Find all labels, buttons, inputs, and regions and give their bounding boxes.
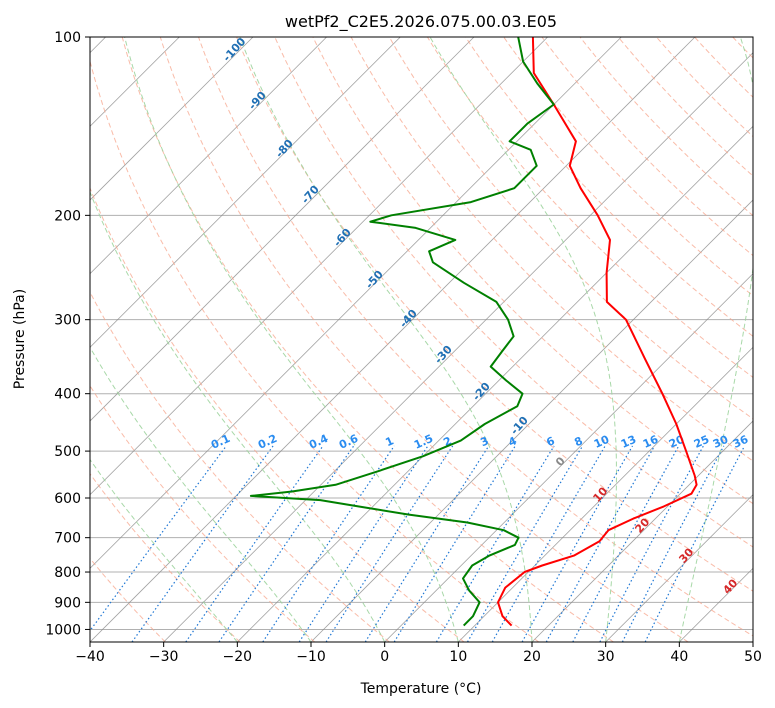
isotherm-line [90, 37, 254, 201]
mixing-ratio-lines [90, 445, 746, 642]
mixing-ratio-line [521, 445, 634, 642]
moist-adiabat-line [239, 37, 533, 642]
mixing-ratio-line [298, 445, 429, 642]
isotherm-line [384, 273, 753, 642]
x-tick-label: 40 [670, 649, 688, 665]
dry-adiabat-line [90, 384, 316, 642]
isotherm-line [605, 494, 753, 642]
mixing-ratio-line [435, 445, 555, 642]
x-tick-label: −10 [296, 649, 326, 665]
dry-adiabat-line [236, 37, 753, 592]
dry-adiabat-line [159, 37, 689, 642]
y-tick-label: 300 [54, 313, 81, 329]
x-axis-ticks: −40 −30 −20 −10 0 10 20 30 40 50 [75, 642, 762, 665]
dry-adiabat-line [90, 186, 465, 642]
moist-adiabat-line [90, 190, 386, 642]
x-tick-label: 30 [597, 649, 615, 665]
mixing-ratio-line [393, 445, 516, 642]
y-axis-label: Pressure (hPa) [12, 289, 28, 389]
x-tick-label: 50 [744, 649, 762, 665]
x-tick-label: −30 [149, 649, 179, 665]
x-tick-label: −20 [223, 649, 253, 665]
y-tick-label: 400 [54, 387, 81, 403]
y-tick-label: 500 [54, 444, 81, 460]
isotherm-line [458, 346, 753, 642]
mixing-ratio-label: 25 [692, 433, 711, 451]
dry-adiabat-line [312, 37, 753, 505]
isotherm-line [90, 37, 696, 642]
moist-adiabat-line [90, 346, 312, 642]
isotherm-line [310, 199, 753, 642]
x-tick-label: 0 [380, 649, 389, 665]
pressure-grid [90, 37, 753, 630]
mixing-ratio-line [644, 445, 746, 642]
dry-adiabats [90, 37, 753, 642]
y-tick-label: 1000 [45, 622, 81, 638]
mixing-ratio-line [364, 445, 490, 642]
y-tick-label: 800 [54, 565, 81, 581]
x-tick-label: −40 [75, 649, 105, 665]
plot-frame [89, 36, 754, 643]
mixing-ratio-line [218, 445, 355, 642]
dry-adiabat-line [121, 37, 614, 642]
isotherm-line [163, 52, 753, 642]
x-tick-label: 10 [449, 649, 467, 665]
y-axis-ticks: 100 200 300 400 500 600 700 800 900 1000 [45, 30, 90, 638]
mixing-ratio-label: 16 [641, 433, 661, 451]
moist-adiabat-line [678, 37, 753, 642]
dry-adiabat-line [90, 472, 241, 642]
isotherms [90, 37, 753, 642]
y-tick-label: 200 [54, 208, 81, 224]
y-tick-label: 700 [54, 531, 81, 547]
isotherm-line [90, 37, 548, 496]
moist-adiabat-line [429, 37, 617, 642]
isotherm-line [90, 37, 327, 275]
y-tick-label: 900 [54, 595, 81, 611]
dry-adiabat-line [350, 37, 753, 462]
mixing-ratio-label: 30 [711, 433, 731, 451]
mixing-ratio-line [466, 445, 584, 642]
y-tick-label: 100 [54, 30, 81, 46]
mixing-ratio-label: 13 [619, 433, 638, 451]
dry-adiabat-line [426, 37, 753, 378]
isotherm-line [531, 420, 753, 642]
y-tick-label: 600 [54, 491, 81, 507]
temperature-profile-line [497, 37, 698, 627]
dry-adiabat-line [503, 37, 753, 297]
profile-series [249, 37, 698, 627]
x-axis-label: Temperature (°C) [360, 681, 482, 697]
plot-area: -100-90-80-70-60-50-40-30-20-100.1 0.2 0.4… [90, 37, 753, 642]
mixing-ratio-line [621, 445, 725, 642]
moist-adiabat-line [90, 458, 238, 642]
isotherm-line [90, 37, 475, 422]
moist-adiabats [90, 37, 753, 642]
mixing-ratio-label: 10 [592, 433, 612, 451]
x-tick-label: 20 [523, 649, 541, 665]
isotherm-line [237, 125, 753, 642]
dry-adiabat-line [274, 37, 753, 548]
isotherm-line [90, 37, 401, 348]
dry-adiabat-line [465, 37, 753, 337]
mixing-ratio-label: 36 [731, 433, 751, 451]
mixing-ratio-line [545, 445, 656, 642]
chart-title: wetPf2_C2E5.2026.075.00.03.E05 [285, 12, 557, 32]
mixing-ratio-line [262, 445, 395, 642]
dry-adiabat-line [90, 59, 540, 642]
dry-adiabat-line [579, 37, 753, 217]
mixing-ratio-line [131, 445, 274, 642]
mixing-ratio-line [325, 445, 454, 642]
dry-adiabat-line [90, 291, 390, 642]
moist-adiabat-line [124, 37, 459, 642]
isotherm-line [90, 37, 622, 569]
dewpoint-profile-line [249, 37, 555, 627]
